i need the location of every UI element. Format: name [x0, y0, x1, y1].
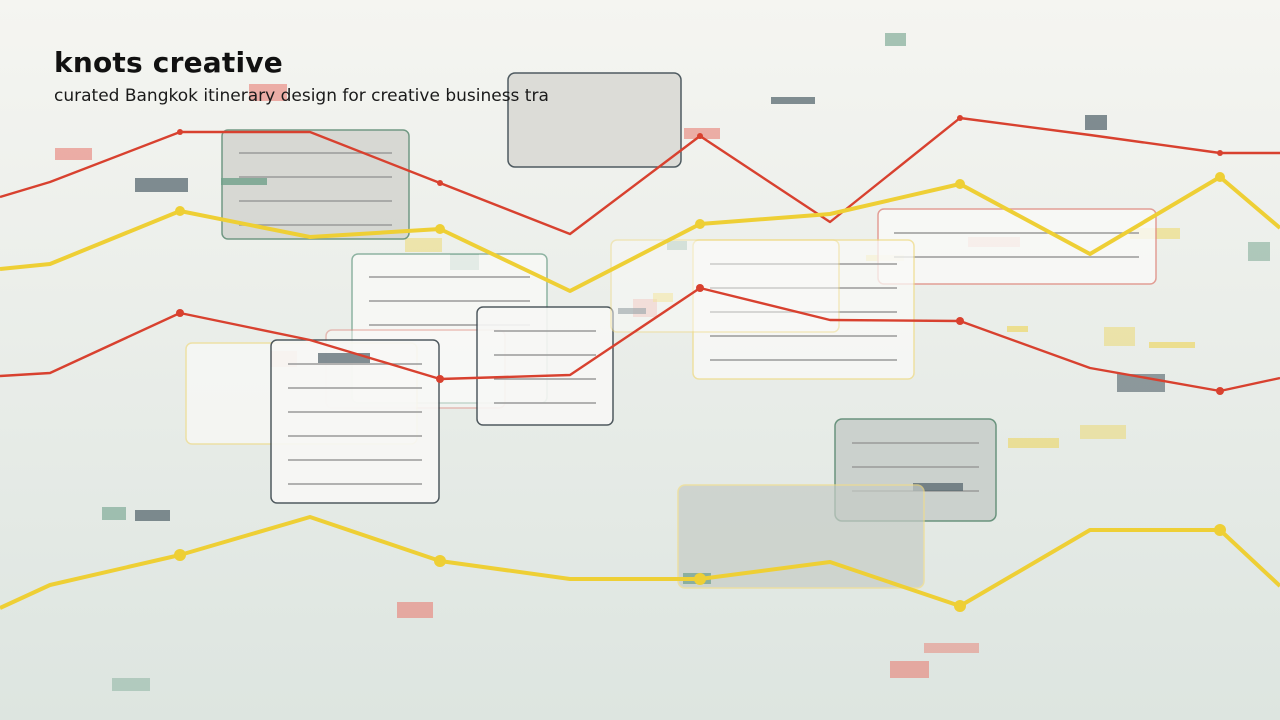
title: knots creative	[54, 46, 283, 79]
nodes	[174, 115, 1226, 612]
connector-lines	[0, 116, 1280, 610]
subtitle: curated Bangkok itinerary design for cre…	[54, 86, 549, 106]
